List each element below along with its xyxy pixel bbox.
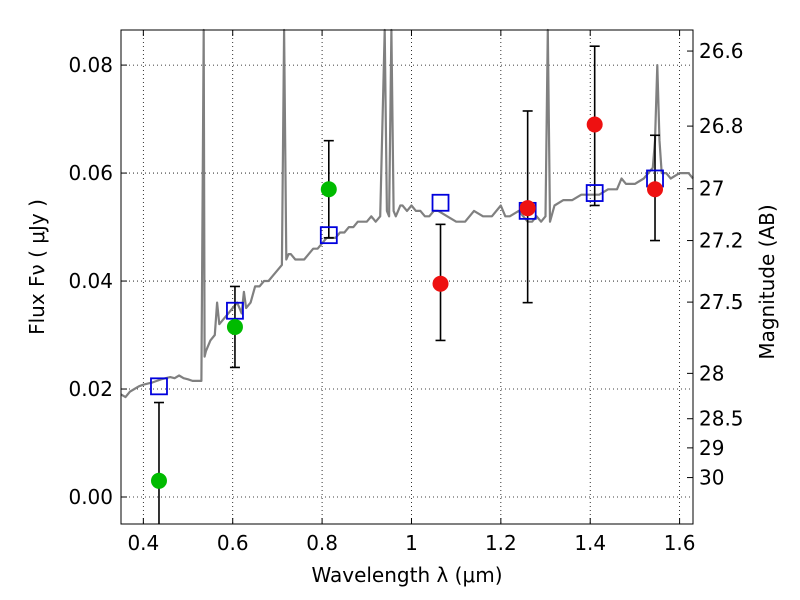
data-point bbox=[519, 200, 536, 217]
x-tick-label: 1.6 bbox=[664, 531, 696, 555]
y-axis-label-right: Magnitude (AB) bbox=[755, 204, 779, 359]
y-tick-label: 0.08 bbox=[68, 53, 113, 77]
data-point bbox=[320, 181, 337, 198]
x-tick-label: 1.4 bbox=[574, 531, 606, 555]
data-point bbox=[150, 472, 167, 489]
model-square bbox=[226, 301, 244, 320]
y-axis-label-left: Flux Fν ( μJy ) bbox=[25, 199, 49, 335]
y-tick-label: 0.06 bbox=[68, 161, 113, 185]
grid bbox=[121, 30, 693, 524]
right-tick-label: 27.5 bbox=[699, 290, 744, 314]
x-tick-label: 1.2 bbox=[485, 531, 517, 555]
x-axis-label: Wavelength λ (μm) bbox=[311, 563, 502, 587]
x-axis-ticks: 0.4 0.6 0.8 1 1.2 1.4 1.6 bbox=[127, 30, 696, 555]
x-tick-label: 0.8 bbox=[306, 531, 338, 555]
errorbars bbox=[153, 45, 661, 524]
y-tick-label: 0.00 bbox=[68, 485, 113, 509]
right-tick-label: 27 bbox=[699, 177, 724, 201]
model-square bbox=[431, 193, 450, 212]
y-tick-label: 0.02 bbox=[68, 377, 113, 401]
y-axis-ticks: 0.00 0.02 0.04 0.06 0.08 bbox=[68, 53, 127, 509]
right-tick-label: 26.6 bbox=[699, 39, 744, 63]
data-point bbox=[586, 116, 603, 133]
x-tick-label: 0.4 bbox=[127, 531, 159, 555]
right-tick-label: 28.5 bbox=[699, 407, 744, 431]
model-square bbox=[319, 226, 338, 245]
right-tick-label: 29 bbox=[699, 436, 724, 460]
x-tick-label: 0.6 bbox=[217, 531, 249, 555]
data-point bbox=[226, 318, 243, 335]
data-point bbox=[432, 275, 449, 292]
x-tick-label: 1 bbox=[405, 531, 418, 555]
model-square bbox=[585, 184, 604, 202]
model-squares bbox=[150, 169, 664, 396]
y-tick-label: 0.04 bbox=[68, 269, 113, 293]
spectrum-line bbox=[120, 28, 694, 399]
right-tick-label: 30 bbox=[699, 466, 724, 490]
spectrum-series bbox=[120, 28, 694, 399]
model-square bbox=[150, 377, 168, 396]
right-tick-label: 27.2 bbox=[699, 229, 744, 253]
data-point bbox=[647, 181, 664, 198]
data-points bbox=[150, 116, 664, 489]
right-tick-label: 26.8 bbox=[699, 114, 744, 138]
plot-frame bbox=[120, 29, 694, 525]
right-tick-label: 28 bbox=[699, 361, 724, 385]
right-axis-ticks: 26.6 26.8 27 27.2 27.5 28 28.5 29 30 bbox=[687, 39, 744, 490]
